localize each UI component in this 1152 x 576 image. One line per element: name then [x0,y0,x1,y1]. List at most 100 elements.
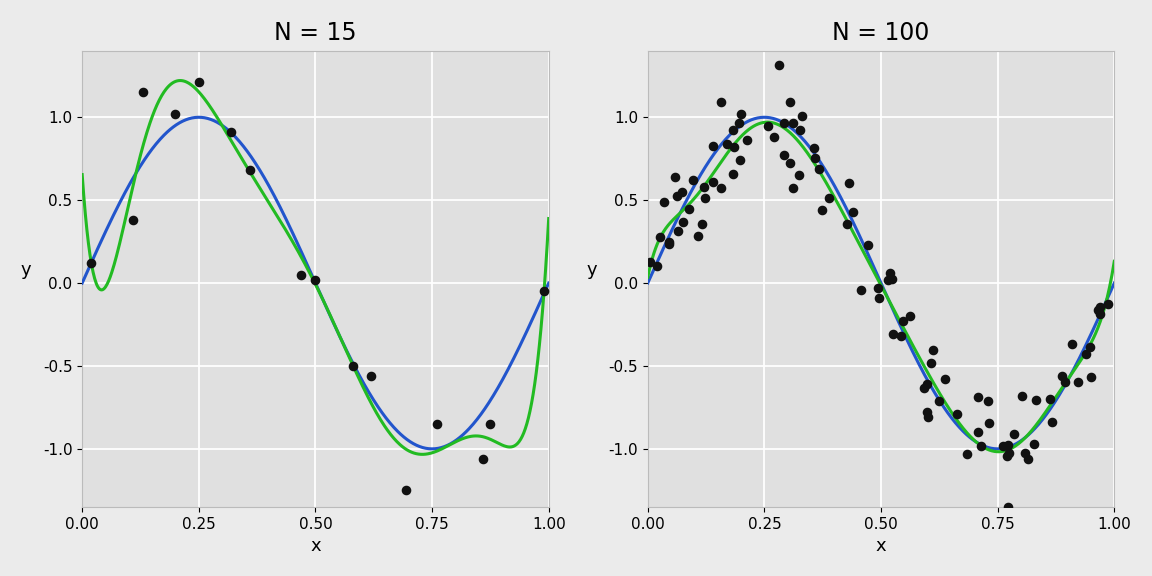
Point [790,125,809,134]
Point [1082,373,1100,382]
Point [892,332,910,341]
Point [1099,299,1117,308]
Point [948,409,967,418]
Point [805,153,824,162]
Point [651,233,669,242]
Point [82,259,100,268]
Point [894,317,912,326]
Point [711,97,729,106]
Point [869,283,887,293]
Point [1025,439,1044,449]
Point [1005,430,1023,439]
Point [660,239,679,248]
Y-axis label: y: y [21,261,31,279]
Point [774,119,793,128]
Point [306,275,325,285]
Point [979,521,998,530]
Point [737,135,756,145]
Point [649,261,667,270]
Point [993,441,1011,450]
Point [917,380,935,389]
Point [696,194,714,203]
Point [725,143,743,152]
Point [879,275,897,284]
Point [882,274,901,283]
Point [482,419,500,429]
Point [689,232,707,241]
Point [820,193,839,202]
Point [775,150,794,159]
Point [922,358,940,367]
Point [870,294,888,303]
Point [1016,449,1034,458]
Point [780,98,798,107]
Point [969,393,987,402]
Point [884,329,902,339]
Point [1053,371,1071,380]
Point [362,372,380,381]
Point [1056,377,1075,386]
Point [915,384,933,393]
Point [673,217,691,226]
Point [881,268,900,278]
Point [190,78,209,87]
Point [723,126,742,135]
Point [668,191,687,200]
Point [859,240,878,249]
Point [1069,377,1087,386]
Point [969,427,987,437]
Point [980,419,999,428]
Point [1077,350,1096,359]
Point [790,170,809,180]
Point [166,109,184,119]
Point [1041,395,1060,404]
Point [918,408,937,417]
Point [919,412,938,422]
Point [924,345,942,354]
Point [695,182,713,191]
Point [124,215,143,225]
Point [732,156,750,165]
Point [999,440,1017,449]
Point [785,183,803,192]
Point [718,139,736,149]
Point [838,219,856,229]
Point [684,176,703,185]
Point [704,142,722,151]
Point [397,486,416,495]
Point [222,127,241,137]
Point [666,172,684,181]
Point [730,119,749,128]
Point [840,178,858,187]
Point [725,169,743,179]
Point [241,166,259,175]
Point [692,219,711,229]
Point [770,60,788,70]
Point [654,198,673,207]
Point [680,205,698,214]
Point [427,419,446,429]
Title: N = 100: N = 100 [833,21,930,45]
Point [732,109,750,119]
Point [134,88,152,97]
Point [971,441,990,450]
X-axis label: x: x [310,537,320,555]
Y-axis label: y: y [586,261,597,279]
Point [1026,395,1045,404]
Point [851,286,870,295]
Point [711,183,729,192]
Point [765,132,783,141]
Point [805,143,824,153]
Point [1043,418,1061,427]
Point [1013,391,1031,400]
Point [535,287,553,296]
X-axis label: x: x [876,537,886,555]
Point [810,164,828,173]
Title: N = 15: N = 15 [274,21,357,45]
Point [293,270,311,279]
Point [642,258,660,267]
Point [475,454,493,464]
Point [813,205,832,214]
Point [1091,302,1109,312]
Point [999,502,1017,511]
